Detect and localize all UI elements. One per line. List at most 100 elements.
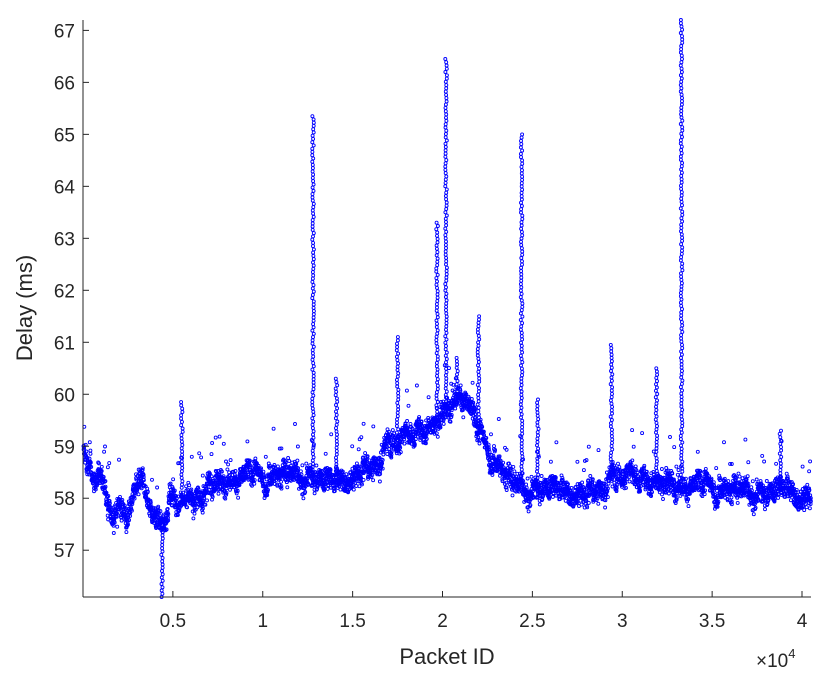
data-point <box>434 220 439 225</box>
data-point <box>311 201 316 206</box>
data-point <box>311 143 316 148</box>
data-point <box>395 368 400 372</box>
data-point <box>160 546 165 551</box>
data-point <box>311 156 316 161</box>
data-point <box>412 442 417 447</box>
data-point <box>310 357 315 362</box>
data-point <box>314 463 319 468</box>
data-point <box>435 263 440 268</box>
data-point <box>334 409 338 414</box>
data-point <box>310 448 315 453</box>
data-point <box>454 365 459 370</box>
data-point <box>785 474 790 479</box>
data-point <box>581 468 586 473</box>
data-point <box>443 79 448 84</box>
data-point <box>451 404 455 409</box>
data-point <box>310 195 315 200</box>
data-point <box>443 347 448 352</box>
data-point <box>294 461 299 466</box>
data-point <box>117 457 121 462</box>
data-point <box>160 578 165 583</box>
data-point <box>414 383 419 388</box>
data-point <box>334 422 339 427</box>
data-point <box>310 338 315 343</box>
data-point <box>590 477 595 482</box>
data-point <box>444 301 449 306</box>
data-point <box>444 272 449 277</box>
data-point <box>310 153 315 158</box>
data-point <box>625 476 630 481</box>
data-point <box>435 250 440 255</box>
data-point <box>334 452 339 457</box>
data-point <box>310 367 315 372</box>
data-point <box>160 559 165 564</box>
data-point <box>434 334 439 339</box>
data-point <box>435 230 440 235</box>
data-point <box>295 458 300 463</box>
data-point <box>252 478 257 483</box>
data-point <box>310 400 315 405</box>
data-point <box>180 449 185 454</box>
data-point <box>651 470 656 474</box>
data-point <box>395 417 399 422</box>
data-point <box>434 325 439 329</box>
data-point <box>170 486 175 491</box>
data-point <box>396 351 401 356</box>
data-point <box>464 392 469 397</box>
data-point <box>434 269 439 274</box>
data-point <box>807 488 812 493</box>
data-point <box>584 498 589 503</box>
data-point <box>525 476 530 481</box>
data-point <box>360 482 364 487</box>
data-point <box>311 383 316 388</box>
data-point <box>444 308 448 313</box>
data-point <box>444 298 449 303</box>
data-point <box>185 505 190 510</box>
data-point <box>312 491 317 496</box>
data-point <box>298 469 303 474</box>
data-point <box>311 117 316 122</box>
data-point <box>443 171 448 176</box>
data-point <box>444 207 449 211</box>
data-point <box>734 476 739 480</box>
data-point <box>265 489 270 494</box>
data-point <box>299 472 304 477</box>
data-point <box>192 511 197 516</box>
data-point <box>178 490 183 495</box>
data-point <box>492 444 496 449</box>
data-point <box>638 488 642 493</box>
data-point <box>444 213 449 218</box>
data-point <box>548 459 553 464</box>
data-point <box>354 484 359 488</box>
data-point <box>200 473 205 478</box>
data-point <box>622 479 627 483</box>
data-point <box>729 495 734 500</box>
data-point <box>434 282 439 287</box>
data-point <box>311 247 316 252</box>
data-point <box>210 494 215 499</box>
data-point <box>197 451 202 456</box>
data-point <box>448 419 453 424</box>
data-point <box>435 347 440 352</box>
data-point <box>603 505 608 510</box>
data-point <box>614 483 619 488</box>
data-point <box>434 266 439 271</box>
data-point <box>476 409 481 414</box>
data-point <box>808 459 813 464</box>
data-point <box>179 423 184 428</box>
data-point <box>438 423 442 428</box>
data-point <box>311 419 316 424</box>
data-point <box>129 508 134 513</box>
data-point <box>763 507 767 512</box>
data-point <box>132 496 137 501</box>
data-point <box>698 473 703 478</box>
data-point <box>395 374 400 379</box>
data-point <box>267 465 272 470</box>
data-point <box>586 444 591 449</box>
data-point <box>350 484 355 489</box>
data-point <box>444 220 448 224</box>
data-point <box>396 427 401 432</box>
data-point <box>378 469 383 474</box>
data-point <box>160 565 165 570</box>
data-point <box>444 324 449 329</box>
